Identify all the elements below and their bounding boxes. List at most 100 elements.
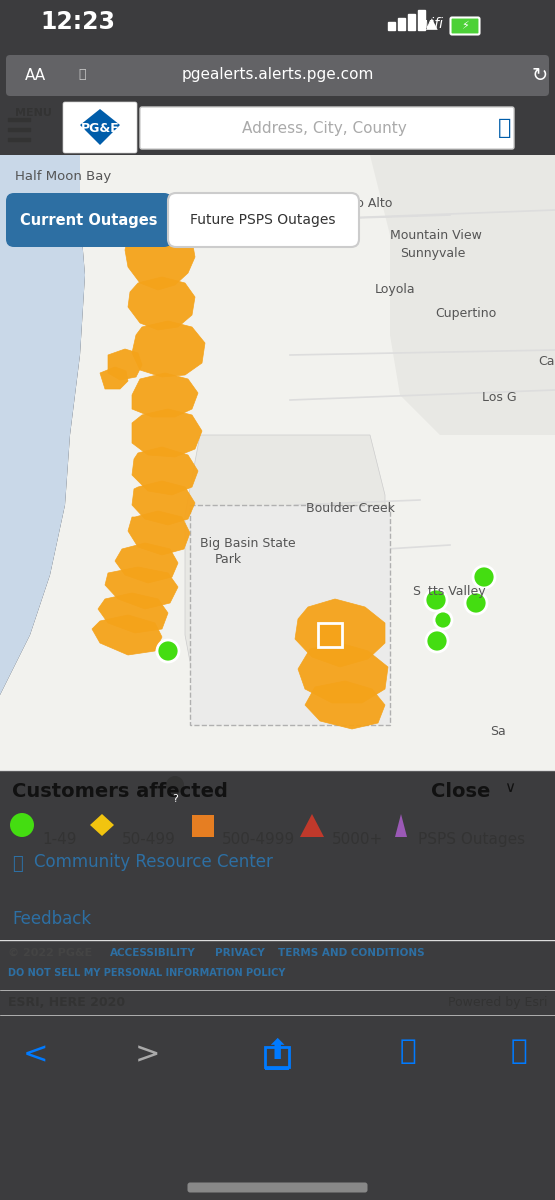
- Bar: [8, 138, 30, 140]
- Bar: [192, 815, 214, 838]
- Text: 12:23: 12:23: [40, 10, 115, 34]
- FancyBboxPatch shape: [140, 107, 514, 149]
- Text: TERMS AND CONDITIONS: TERMS AND CONDITIONS: [278, 948, 425, 958]
- Text: Future PSPS Outages: Future PSPS Outages: [190, 214, 336, 227]
- Text: wifi: wifi: [420, 17, 444, 31]
- Polygon shape: [80, 109, 120, 145]
- Text: 🔌: 🔌: [12, 854, 23, 874]
- Text: Community Resource Center: Community Resource Center: [34, 853, 273, 871]
- Bar: [408, 14, 415, 30]
- Text: 5000+: 5000+: [332, 832, 384, 847]
- Text: 📖: 📖: [400, 1037, 416, 1066]
- Text: PG&E: PG&E: [80, 122, 119, 136]
- Text: © 2022 PG&E: © 2022 PG&E: [8, 948, 92, 958]
- FancyBboxPatch shape: [451, 18, 480, 35]
- Text: ESRI, HERE 2020: ESRI, HERE 2020: [8, 996, 125, 1009]
- Bar: [190, 505, 390, 725]
- Text: >: >: [135, 1040, 161, 1069]
- Polygon shape: [92, 614, 162, 655]
- Bar: [8, 128, 30, 131]
- Polygon shape: [0, 155, 555, 770]
- Text: Los G: Los G: [482, 391, 517, 404]
- Polygon shape: [128, 511, 190, 554]
- Polygon shape: [108, 349, 142, 380]
- Circle shape: [157, 640, 179, 662]
- Text: ?: ?: [172, 794, 178, 804]
- Circle shape: [426, 630, 448, 652]
- Polygon shape: [98, 593, 168, 634]
- Text: ⬆: ⬆: [265, 1037, 289, 1066]
- Text: 500-4999: 500-4999: [222, 832, 295, 847]
- Text: Powered by Esri: Powered by Esri: [447, 996, 547, 1009]
- Text: tts Valley: tts Valley: [428, 584, 486, 598]
- Text: 🔍: 🔍: [498, 118, 512, 138]
- Text: pgealerts.alerts.pge.com: pgealerts.alerts.pge.com: [182, 67, 374, 83]
- FancyBboxPatch shape: [168, 193, 359, 247]
- Circle shape: [10, 814, 34, 838]
- Polygon shape: [298, 643, 388, 703]
- Text: Big Basin State: Big Basin State: [200, 538, 296, 550]
- FancyBboxPatch shape: [188, 1182, 367, 1193]
- FancyBboxPatch shape: [6, 55, 549, 96]
- Polygon shape: [105, 566, 178, 608]
- Polygon shape: [128, 277, 195, 330]
- Circle shape: [465, 592, 487, 614]
- Bar: [318, 623, 342, 647]
- Polygon shape: [132, 320, 205, 377]
- Polygon shape: [395, 814, 407, 838]
- Circle shape: [473, 566, 495, 588]
- Polygon shape: [305, 680, 385, 728]
- Text: Cupertino: Cupertino: [435, 307, 496, 320]
- FancyBboxPatch shape: [6, 193, 172, 247]
- Text: Park: Park: [215, 553, 242, 566]
- Polygon shape: [115, 542, 178, 583]
- Text: Mountain View: Mountain View: [390, 229, 482, 242]
- Text: ⚡: ⚡: [461, 20, 469, 31]
- Text: Customers affected: Customers affected: [12, 782, 228, 802]
- Text: Address, City, County: Address, City, County: [242, 120, 407, 136]
- Circle shape: [425, 589, 447, 611]
- Text: ⧉: ⧉: [511, 1037, 527, 1066]
- Text: Loyola: Loyola: [375, 283, 416, 296]
- Text: Portola Valley: Portola Valley: [248, 233, 333, 246]
- Text: ∨: ∨: [504, 780, 516, 794]
- Text: Current Outages: Current Outages: [20, 212, 158, 228]
- Text: Palo Alto: Palo Alto: [338, 197, 392, 210]
- Text: MENU: MENU: [14, 108, 52, 118]
- Polygon shape: [185, 434, 385, 715]
- Bar: [398, 18, 405, 30]
- Text: Feedback: Feedback: [12, 910, 91, 928]
- Text: Close: Close: [431, 782, 490, 802]
- Polygon shape: [0, 155, 85, 695]
- Polygon shape: [370, 155, 555, 434]
- Text: <: <: [23, 1040, 49, 1069]
- Text: Sa: Sa: [490, 725, 506, 738]
- Bar: [418, 10, 425, 30]
- Bar: [388, 22, 395, 30]
- Text: Ca: Ca: [538, 355, 554, 368]
- Polygon shape: [132, 446, 198, 494]
- Bar: [8, 118, 30, 121]
- Bar: [265, 1067, 289, 1070]
- Polygon shape: [125, 223, 195, 290]
- Circle shape: [434, 611, 452, 629]
- Text: ACCESSIBILITY: ACCESSIBILITY: [110, 948, 196, 958]
- Text: DO NOT SELL MY PERSONAL INFORMATION POLICY: DO NOT SELL MY PERSONAL INFORMATION POLI…: [8, 968, 285, 978]
- Text: PSPS Outages: PSPS Outages: [418, 832, 525, 847]
- Polygon shape: [100, 367, 128, 389]
- Text: ▲: ▲: [426, 17, 438, 31]
- Text: 50-499: 50-499: [122, 832, 176, 847]
- Text: S: S: [412, 584, 420, 598]
- Text: ↻: ↻: [532, 66, 548, 84]
- Text: Sunnyvale: Sunnyvale: [400, 247, 466, 260]
- Polygon shape: [132, 481, 195, 526]
- Text: Boulder Creek: Boulder Creek: [306, 502, 395, 515]
- Polygon shape: [295, 599, 385, 667]
- Polygon shape: [90, 814, 114, 836]
- Circle shape: [166, 776, 184, 794]
- FancyBboxPatch shape: [63, 102, 137, 152]
- Text: Half Moon Bay: Half Moon Bay: [15, 170, 111, 182]
- Text: AA: AA: [25, 67, 46, 83]
- Text: 🔒: 🔒: [78, 67, 85, 80]
- Text: PRIVACY: PRIVACY: [215, 948, 265, 958]
